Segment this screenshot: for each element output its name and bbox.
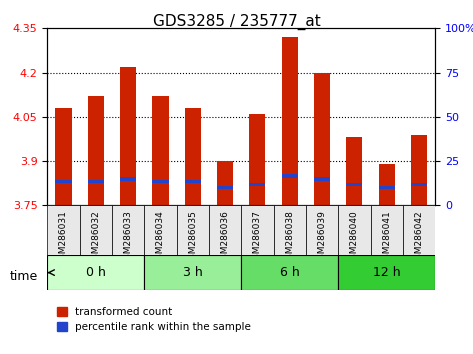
Text: GSM286031: GSM286031 — [59, 208, 68, 263]
Bar — [88, 96, 104, 205]
Text: GSM286035: GSM286035 — [188, 210, 197, 265]
Bar — [120, 67, 136, 205]
FancyBboxPatch shape — [338, 205, 370, 255]
FancyBboxPatch shape — [144, 255, 241, 290]
Text: time: time — [9, 270, 38, 282]
FancyBboxPatch shape — [47, 205, 79, 255]
Text: GSM286041: GSM286041 — [382, 210, 391, 265]
FancyBboxPatch shape — [79, 205, 112, 255]
Text: 3 h: 3 h — [183, 266, 202, 279]
FancyBboxPatch shape — [176, 205, 209, 255]
Text: GDS3285 / 235777_at: GDS3285 / 235777_at — [153, 14, 320, 30]
Bar — [411, 183, 427, 187]
Bar — [55, 108, 71, 205]
Bar — [88, 180, 104, 183]
Bar — [346, 137, 362, 205]
Bar — [217, 186, 233, 189]
Bar — [152, 180, 168, 183]
Text: GSM286037: GSM286037 — [253, 210, 262, 265]
Bar — [346, 183, 362, 187]
Text: GSM286038: GSM286038 — [285, 210, 294, 265]
Text: GSM286040: GSM286040 — [350, 208, 359, 263]
Bar — [314, 73, 330, 205]
Text: GSM286040: GSM286040 — [350, 210, 359, 265]
Text: GSM286039: GSM286039 — [317, 210, 326, 265]
Bar — [55, 180, 71, 183]
Text: GSM286035: GSM286035 — [188, 208, 197, 263]
Bar — [184, 108, 201, 205]
FancyBboxPatch shape — [306, 205, 338, 255]
Text: GSM286039: GSM286039 — [317, 208, 326, 263]
Text: GSM286036: GSM286036 — [220, 210, 229, 265]
Bar — [314, 177, 330, 181]
Bar — [249, 114, 265, 205]
Bar — [152, 96, 168, 205]
Text: GSM286031: GSM286031 — [59, 210, 68, 265]
Bar — [281, 37, 298, 205]
Text: GSM286036: GSM286036 — [220, 208, 229, 263]
Bar — [249, 183, 265, 187]
FancyBboxPatch shape — [241, 255, 338, 290]
FancyBboxPatch shape — [338, 255, 435, 290]
Text: GSM286041: GSM286041 — [382, 208, 391, 263]
FancyBboxPatch shape — [241, 205, 273, 255]
Text: GSM286038: GSM286038 — [285, 208, 294, 263]
Text: GSM286032: GSM286032 — [91, 208, 100, 263]
Bar — [217, 161, 233, 205]
FancyBboxPatch shape — [144, 205, 176, 255]
Text: GSM286034: GSM286034 — [156, 210, 165, 265]
Bar — [120, 177, 136, 181]
FancyBboxPatch shape — [273, 205, 306, 255]
Bar — [411, 135, 427, 205]
Text: 0 h: 0 h — [86, 266, 106, 279]
Text: GSM286042: GSM286042 — [414, 208, 423, 262]
FancyBboxPatch shape — [209, 205, 241, 255]
Text: GSM286042: GSM286042 — [414, 210, 423, 265]
Bar — [378, 186, 395, 189]
Text: 6 h: 6 h — [280, 266, 299, 279]
Text: GSM286033: GSM286033 — [123, 208, 132, 263]
Text: 12 h: 12 h — [373, 266, 401, 279]
Bar — [281, 174, 298, 178]
FancyBboxPatch shape — [112, 205, 144, 255]
FancyBboxPatch shape — [403, 205, 435, 255]
Text: GSM286033: GSM286033 — [123, 210, 132, 265]
Legend: transformed count, percentile rank within the sample: transformed count, percentile rank withi… — [53, 303, 255, 337]
Text: GSM286034: GSM286034 — [156, 208, 165, 263]
Bar — [378, 164, 395, 205]
Text: GSM286032: GSM286032 — [91, 210, 100, 265]
Text: GSM286037: GSM286037 — [253, 208, 262, 263]
FancyBboxPatch shape — [47, 255, 144, 290]
Bar — [184, 180, 201, 183]
FancyBboxPatch shape — [370, 205, 403, 255]
